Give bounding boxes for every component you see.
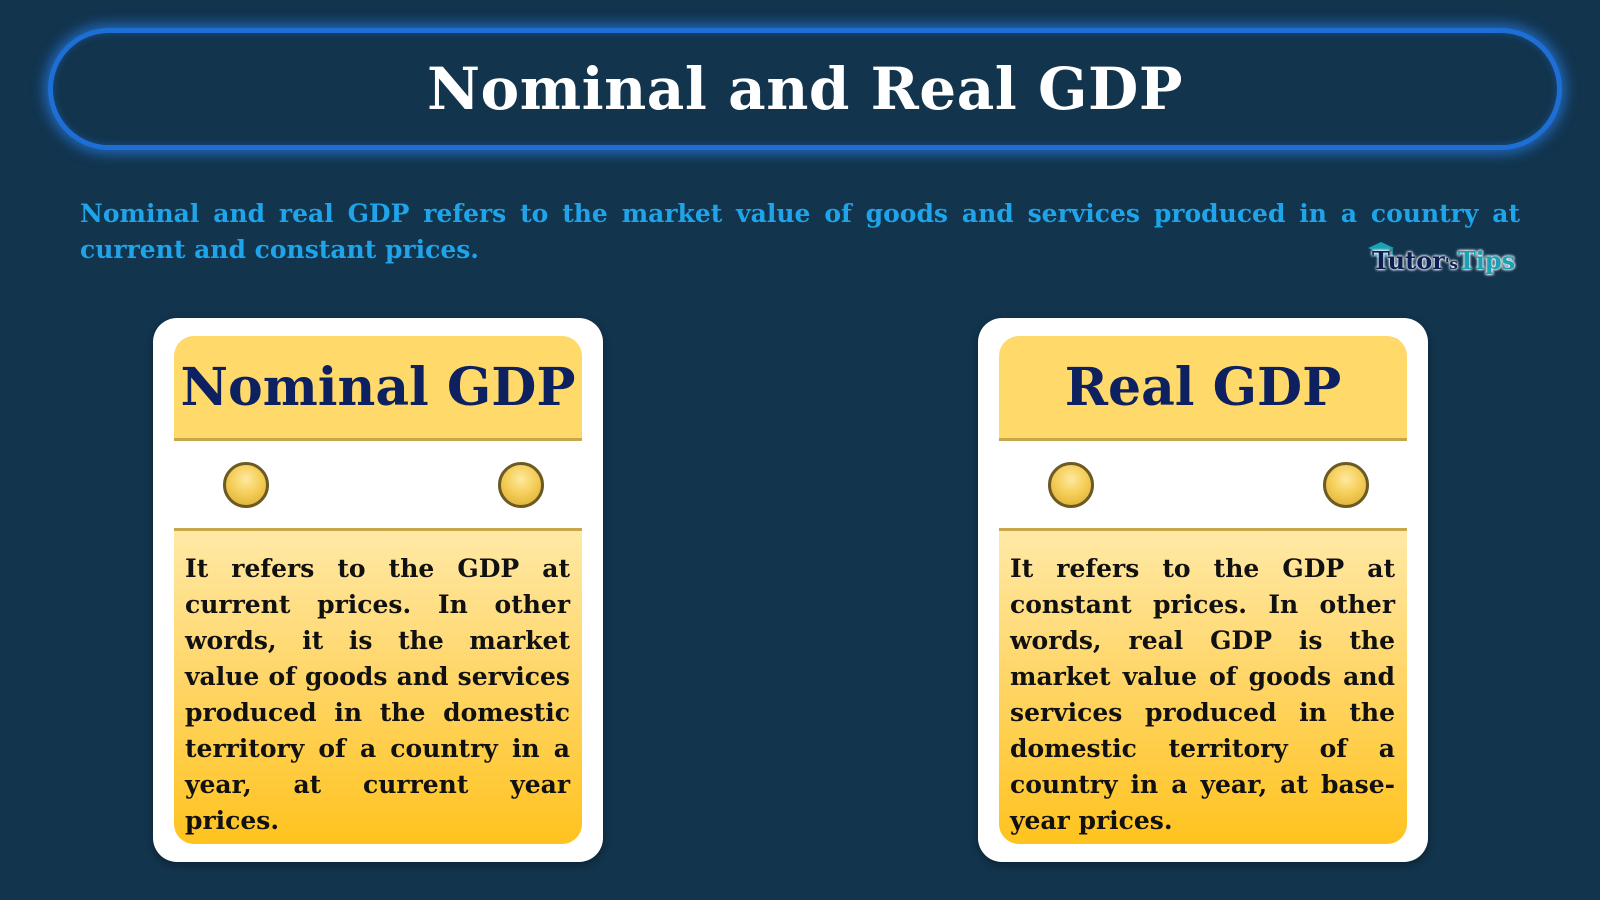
nominal-gdp-card-body: It refers to the GDP at current prices. … [174,528,582,844]
real-gdp-definition: It refers to the GDP at constant prices.… [1010,554,1395,835]
nominal-gdp-definition: It refers to the GDP at current prices. … [185,554,570,835]
real-gdp-card: Real GDP It refers to the GDP at constan… [978,318,1428,862]
nominal-gdp-heading: Nominal GDP [180,356,576,418]
logo-text-tips: Tips [1457,246,1516,275]
title-banner: Nominal and Real GDP [48,28,1562,150]
logo-text-apostrophe-s: 's [1444,255,1458,273]
binder-ring-right [1323,462,1369,508]
binder-ring-left [1048,462,1094,508]
nominal-gdp-card-header: Nominal GDP [174,336,582,441]
real-gdp-heading: Real GDP [1064,356,1342,418]
page-title: Nominal and Real GDP [427,55,1183,123]
binder-ring-right [498,462,544,508]
real-gdp-card-header: Real GDP [999,336,1407,441]
binder-ring-left [223,462,269,508]
logo-text: Tutor'sTips [1372,246,1515,275]
logo-text-tutor: Tutor [1372,246,1445,275]
graduation-cap-icon [1368,242,1394,258]
real-gdp-card-body: It refers to the GDP at constant prices.… [999,528,1407,844]
tutors-tips-logo: Tutor'sTips [1362,240,1522,286]
intro-text: Nominal and real GDP refers to the marke… [80,199,1520,264]
nominal-gdp-card: Nominal GDP It refers to the GDP at curr… [153,318,603,862]
